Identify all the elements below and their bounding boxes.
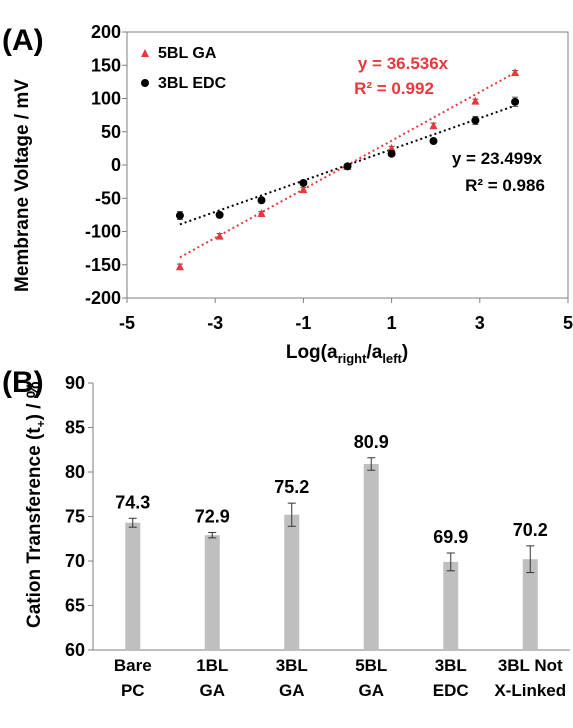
a-ytick-label: 150 bbox=[91, 55, 121, 75]
bar-value-label: 75.2 bbox=[274, 477, 309, 497]
bar bbox=[204, 535, 220, 650]
legend-3bl-edc-label: 3BL EDC bbox=[158, 75, 227, 92]
b-ytick-label: 70 bbox=[65, 551, 85, 571]
fit-equation-3bl-edc: y = 23.499x bbox=[452, 149, 543, 168]
bar bbox=[284, 514, 300, 650]
a-xtick-label: -1 bbox=[295, 313, 311, 333]
a-xtick-label: 3 bbox=[475, 313, 485, 333]
panel-a-data-points bbox=[175, 68, 520, 271]
panel-a-label: (A) bbox=[2, 24, 44, 57]
b-ytick-label: 60 bbox=[65, 640, 85, 660]
category-label: PC bbox=[121, 681, 145, 700]
point-3bl-edc bbox=[257, 196, 266, 205]
point-3bl-edc bbox=[511, 97, 520, 106]
category-label: 5BL bbox=[355, 656, 387, 675]
point-5bl-ga bbox=[511, 68, 520, 77]
bar-value-label: 69.9 bbox=[433, 527, 468, 547]
a-xtick-label: -3 bbox=[207, 313, 223, 333]
a-ytick-label: -100 bbox=[85, 222, 121, 242]
panel-b-bars: 74.3 72.9 75.2 80.9 69.9 70.2 bbox=[115, 432, 548, 650]
panel-b-label: (B) bbox=[2, 366, 44, 399]
category-label: GA bbox=[200, 681, 226, 700]
legend-5bl-ga-label: 5BL GA bbox=[158, 45, 217, 62]
b-ytick-label: 85 bbox=[65, 418, 85, 438]
a-ytick-label: 200 bbox=[91, 22, 121, 42]
a-ytick-label: -150 bbox=[85, 255, 121, 275]
bar bbox=[363, 463, 379, 650]
bar bbox=[522, 559, 538, 650]
bar bbox=[443, 561, 459, 650]
legend-5bl-ga-marker bbox=[141, 49, 149, 57]
a-ytick-label: 0 bbox=[111, 155, 121, 175]
point-3bl-edc bbox=[387, 149, 396, 158]
a-xtick-label: 5 bbox=[563, 313, 573, 333]
bar-value-label: 70.2 bbox=[513, 520, 548, 540]
b-ytick-label: 90 bbox=[65, 373, 85, 393]
point-3bl-edc bbox=[471, 116, 480, 125]
legend-3bl-edc-marker bbox=[141, 79, 149, 87]
point-3bl-edc bbox=[299, 178, 308, 187]
fit-line-3bl-edc bbox=[179, 104, 516, 226]
category-label: Bare bbox=[114, 656, 152, 675]
point-5bl-ga bbox=[471, 96, 480, 105]
a-ytick-label: -50 bbox=[95, 188, 121, 208]
bar-value-label: 80.9 bbox=[354, 432, 389, 452]
point-3bl-edc bbox=[175, 211, 184, 220]
panel-a-legend: 5BL GA 3BL EDC bbox=[141, 45, 227, 92]
point-3bl-edc bbox=[343, 162, 352, 171]
bar-value-label: 74.3 bbox=[115, 492, 150, 512]
point-3bl-edc bbox=[215, 210, 224, 219]
a-ytick-label: 50 bbox=[101, 122, 121, 142]
point-5bl-ga bbox=[299, 185, 308, 194]
panel-a-x-axis-label: Log(aright/aleft) bbox=[286, 342, 408, 366]
b-ytick-label: 65 bbox=[65, 596, 85, 616]
panel-a-x-ticks: -5 -3 -1 1 3 5 bbox=[119, 298, 573, 333]
point-5bl-ga bbox=[257, 209, 266, 218]
bar bbox=[125, 522, 141, 650]
panel-b-y-axis-label: Cation Transference (t+) / % bbox=[24, 381, 48, 628]
category-label: EDC bbox=[433, 681, 469, 700]
category-label: GA bbox=[359, 681, 385, 700]
fit-equation-5bl-ga: y = 36.536x bbox=[358, 54, 449, 73]
category-label: 3BL bbox=[435, 656, 467, 675]
panel-a-y-axis-label: Membrane Voltage / mV bbox=[12, 79, 33, 292]
fit-r2-3bl-edc: R² = 0.986 bbox=[465, 176, 545, 195]
category-label: X-Linked bbox=[494, 681, 566, 700]
point-5bl-ga bbox=[215, 231, 224, 240]
category-label: 3BL bbox=[276, 656, 308, 675]
a-ytick-label: 100 bbox=[91, 89, 121, 109]
b-ytick-label: 75 bbox=[65, 507, 85, 527]
category-label: 3BL Not bbox=[498, 656, 563, 675]
a-ytick-label: -200 bbox=[85, 288, 121, 308]
bar-value-label: 72.9 bbox=[195, 507, 230, 527]
category-label: 1BL bbox=[196, 656, 228, 675]
point-5bl-ga bbox=[387, 143, 396, 152]
panel-b-y-ticks: 90 85 80 75 70 65 60 bbox=[65, 373, 93, 660]
fit-r2-5bl-ga: R² = 0.992 bbox=[354, 79, 434, 98]
a-xtick-label: 1 bbox=[387, 313, 397, 333]
point-5bl-ga bbox=[429, 121, 438, 130]
b-ytick-label: 80 bbox=[65, 462, 85, 482]
point-5bl-ga bbox=[175, 262, 184, 271]
a-xtick-label: -5 bbox=[119, 313, 135, 333]
panel-a-y-ticks: 200 150 100 50 0 -50 -100 -150 -200 bbox=[85, 22, 127, 308]
category-label: GA bbox=[279, 681, 305, 700]
point-3bl-edc bbox=[429, 137, 438, 146]
panel-b-categories: Bare PC 1BL GA 3BL GA 5BL GA 3BL EDC 3BL Not X-Link… bbox=[114, 656, 566, 700]
